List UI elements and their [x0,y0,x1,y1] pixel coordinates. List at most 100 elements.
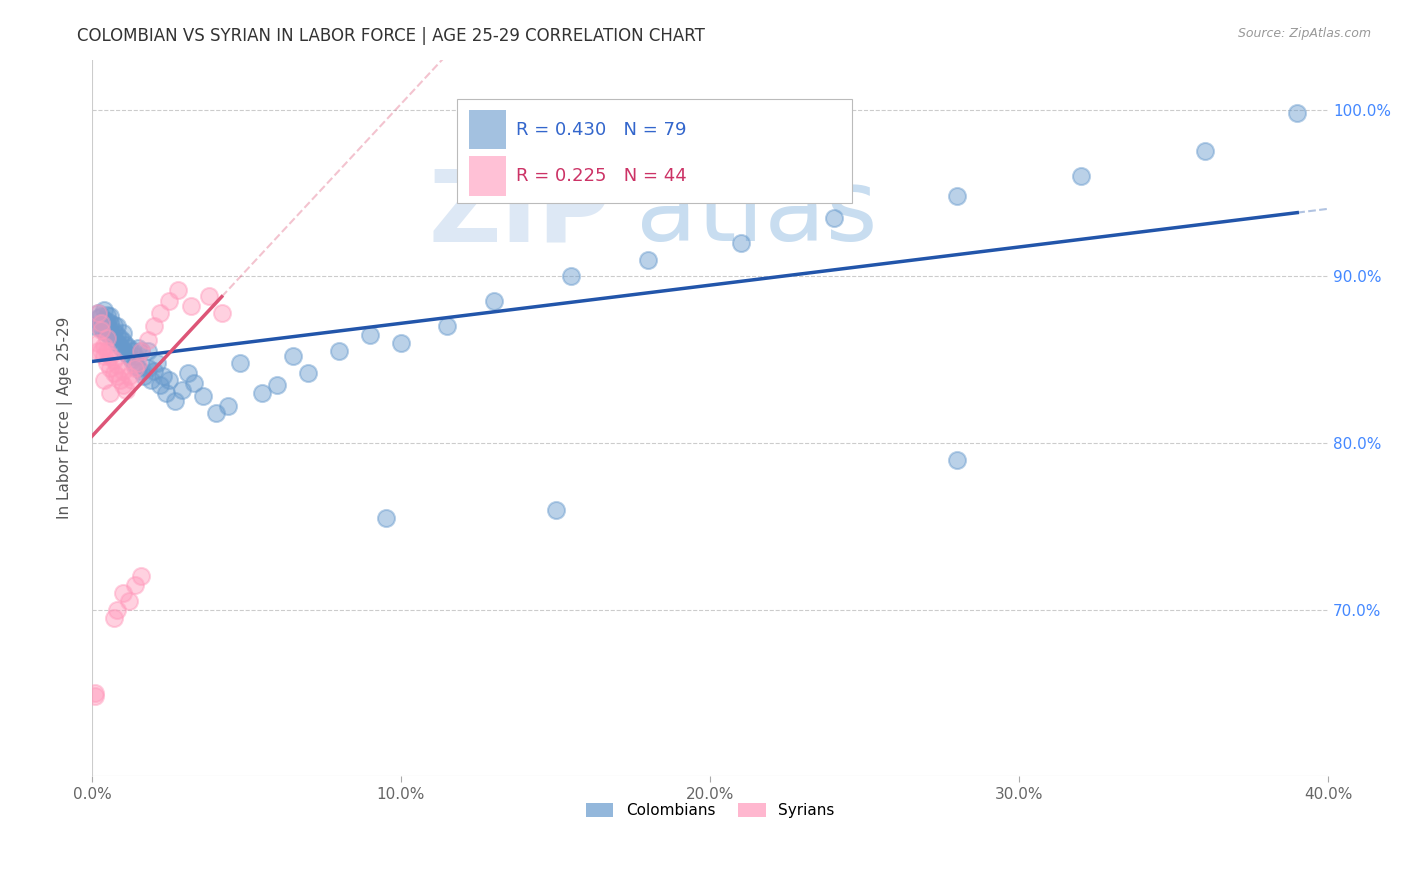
Colombians [131,364,153,378]
Syrians [198,289,221,303]
Colombians [136,344,159,359]
Colombians [87,310,110,325]
Text: R = 0.430   N = 79: R = 0.430 N = 79 [516,120,686,139]
Colombians [105,319,128,334]
Colombians [103,324,125,338]
Colombians [93,302,115,317]
Legend: Colombians, Syrians: Colombians, Syrians [578,796,842,826]
Syrians [90,316,112,330]
Syrians [131,344,153,359]
Colombians [105,327,128,342]
Syrians [131,569,153,583]
Syrians [111,377,134,392]
Colombians [946,452,969,467]
Colombians [482,294,505,309]
Text: Source: ZipAtlas.com: Source: ZipAtlas.com [1237,27,1371,40]
Syrians [180,299,202,313]
Colombians [328,344,350,359]
FancyBboxPatch shape [470,110,506,149]
Syrians [142,319,165,334]
Colombians [103,318,125,332]
Syrians [93,349,115,363]
Colombians [115,346,138,360]
Syrians [108,373,131,387]
Colombians [142,364,165,378]
Syrians [84,689,107,703]
Colombians [149,377,172,392]
Colombians [124,358,146,372]
Syrians [93,339,115,353]
Colombians [121,352,143,367]
Colombians [111,343,134,357]
Syrians [96,331,118,345]
Colombians [1070,169,1092,184]
Syrians [87,306,110,320]
Colombians [131,344,153,359]
Colombians [90,316,112,330]
Syrians [100,385,122,400]
Colombians [96,326,118,340]
Colombians [146,356,169,370]
Colombians [90,310,112,324]
Colombians [165,394,187,409]
Syrians [96,356,118,370]
Syrians [103,352,125,367]
Syrians [136,333,159,347]
Syrians [121,373,143,387]
Syrians [105,602,128,616]
Colombians [1194,145,1216,159]
Syrians [167,283,190,297]
Colombians [84,319,107,334]
Colombians [730,235,752,250]
Colombians [118,349,141,363]
Syrians [103,611,125,625]
FancyBboxPatch shape [457,99,852,202]
Colombians [389,335,412,350]
Colombians [436,319,458,334]
Colombians [93,312,115,326]
Syrians [100,360,122,375]
Colombians [96,319,118,334]
Colombians [93,318,115,332]
Colombians [136,360,159,375]
Text: R = 0.225   N = 44: R = 0.225 N = 44 [516,167,686,185]
Syrians [103,366,125,380]
Text: COLOMBIAN VS SYRIAN IN LABOR FORCE | AGE 25-29 CORRELATION CHART: COLOMBIAN VS SYRIAN IN LABOR FORCE | AGE… [77,27,706,45]
Syrians [124,360,146,375]
Colombians [96,314,118,328]
Colombians [108,339,131,353]
Syrians [105,358,128,372]
Colombians [193,389,215,403]
Colombians [100,322,122,336]
Syrians [118,369,141,384]
Colombians [127,341,149,355]
Colombians [124,349,146,363]
Colombians [111,334,134,349]
Syrians [149,306,172,320]
Colombians [637,252,659,267]
Colombians [157,373,180,387]
Syrians [87,335,110,350]
Colombians [155,385,177,400]
Colombians [297,366,319,380]
Colombians [183,376,205,390]
Colombians [823,211,845,225]
Colombians [266,377,288,392]
Colombians [281,349,304,363]
Colombians [250,385,273,400]
Syrians [87,344,110,359]
Colombians [115,337,138,351]
Colombians [100,329,122,343]
Syrians [211,306,233,320]
Syrians [90,322,112,336]
Colombians [204,406,226,420]
Colombians [152,369,174,384]
Colombians [139,373,162,387]
Colombians [108,331,131,345]
Colombians [170,383,193,397]
Colombians [87,306,110,320]
Colombians [544,502,567,516]
Colombians [118,341,141,355]
Syrians [96,344,118,359]
Colombians [103,331,125,345]
